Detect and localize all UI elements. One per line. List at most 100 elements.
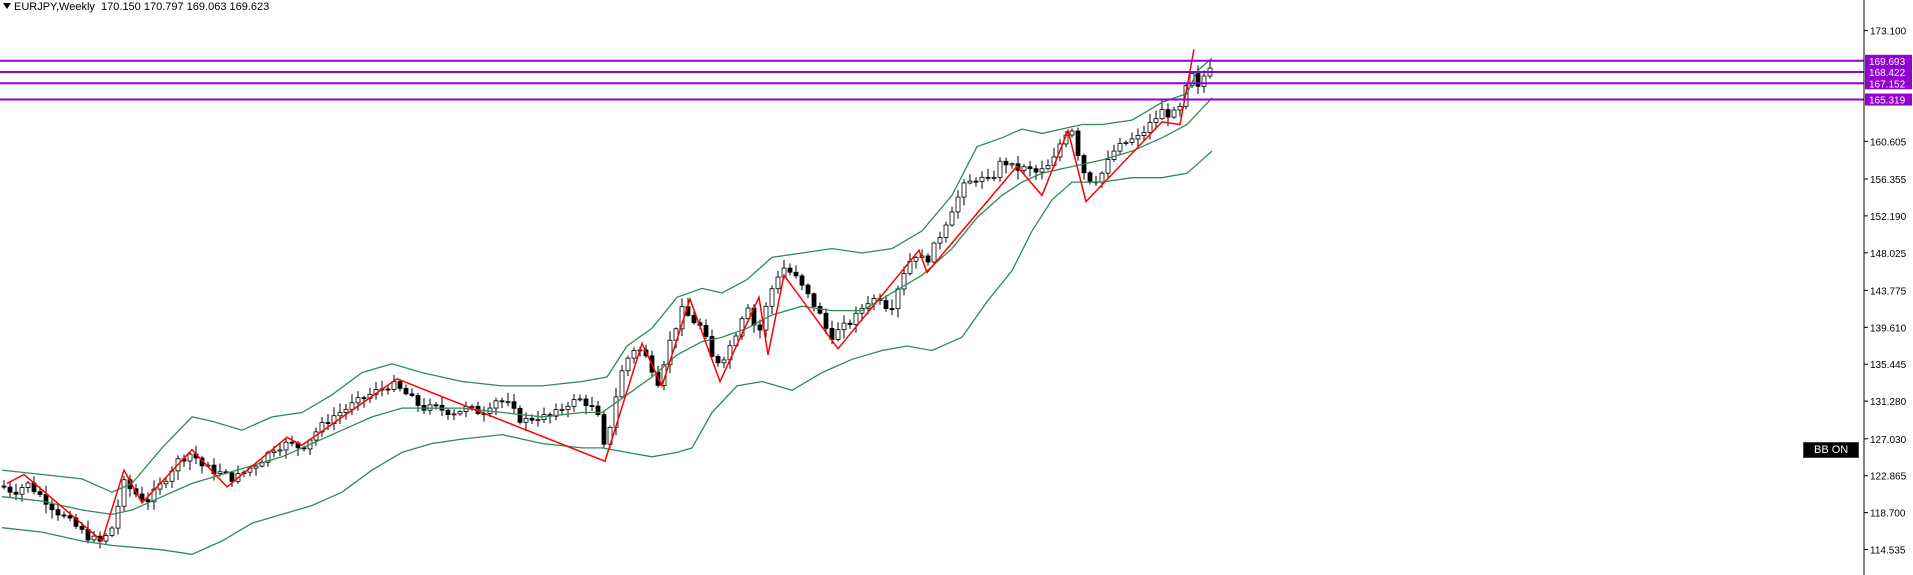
- candle-body: [349, 402, 355, 410]
- chart-background: [0, 0, 1864, 575]
- price-tick-label: 143.775: [1870, 286, 1907, 297]
- candle-body: [973, 180, 979, 183]
- candle: [841, 315, 847, 339]
- candle: [1177, 102, 1183, 117]
- bb-upper-band: [1, 57, 1213, 493]
- candle-body: [583, 398, 589, 407]
- candle-body: [67, 515, 73, 519]
- candle: [289, 435, 295, 447]
- candle: [139, 486, 145, 503]
- candle-body: [1159, 109, 1165, 120]
- candle: [103, 533, 109, 545]
- candle: [385, 384, 391, 395]
- candle: [343, 404, 349, 420]
- candle-body: [1039, 168, 1045, 173]
- price-tick-label: 160.605: [1870, 137, 1907, 148]
- candle-body: [625, 357, 631, 372]
- candle-body: [955, 196, 961, 213]
- price-axis: 173.100 160.605 156.355 152.190 148.025 143.7…: [1863, 0, 1907, 575]
- price-tick-label: 135.445: [1870, 360, 1907, 371]
- candle-body: [37, 491, 43, 495]
- candle: [967, 174, 973, 185]
- candle: [1123, 140, 1129, 146]
- candle-body: [91, 535, 97, 541]
- candle-body: [505, 401, 511, 404]
- candle-body: [1153, 118, 1159, 123]
- candle-body: [1141, 131, 1147, 136]
- candle: [1027, 160, 1033, 177]
- candle: [13, 483, 19, 501]
- candle: [943, 221, 949, 243]
- candle: [1069, 128, 1075, 138]
- candle: [769, 285, 775, 314]
- candle-body: [559, 408, 565, 411]
- candle-body: [985, 176, 991, 179]
- candle: [757, 319, 763, 339]
- candle: [565, 401, 571, 418]
- candle: [775, 270, 781, 294]
- price-tick-label: 152.190: [1870, 212, 1907, 223]
- candle-body: [445, 409, 451, 416]
- candle-body: [847, 322, 853, 325]
- candle-body: [433, 404, 439, 407]
- collapse-triangle-icon[interactable]: [3, 3, 11, 9]
- candle-body: [523, 417, 529, 423]
- price-tick-label: 156.355: [1870, 175, 1907, 186]
- candle-body: [145, 499, 151, 503]
- candle: [847, 319, 853, 329]
- level-label-box: [1865, 66, 1912, 79]
- candle: [349, 394, 355, 415]
- candle: [163, 477, 169, 488]
- level-label: 165.319: [1869, 96, 1906, 107]
- candle-body: [931, 242, 937, 263]
- candle: [445, 407, 451, 420]
- candle: [805, 283, 811, 299]
- candle-body: [499, 400, 505, 403]
- level-label: 169.693: [1869, 57, 1906, 68]
- candle: [1129, 132, 1135, 146]
- candle: [559, 403, 565, 416]
- candle: [889, 299, 895, 315]
- candle: [553, 403, 559, 421]
- candle-body: [517, 407, 523, 423]
- candle-body: [565, 405, 571, 410]
- candle: [1009, 162, 1015, 169]
- candle: [589, 396, 595, 411]
- candle-body: [949, 211, 955, 226]
- candle: [187, 451, 193, 471]
- candle-body: [1009, 163, 1015, 166]
- candle: [901, 266, 907, 296]
- price-tick-label: 122.865: [1870, 472, 1907, 483]
- candle-body: [43, 494, 49, 505]
- candle: [145, 492, 151, 510]
- candle-body: [991, 176, 997, 179]
- candle: [973, 177, 979, 187]
- candle-body: [187, 453, 193, 462]
- candle-body: [511, 401, 517, 409]
- candle-body: [337, 412, 343, 417]
- candle: [577, 394, 583, 402]
- candle: [799, 273, 805, 291]
- candle: [355, 391, 361, 411]
- candle-body: [115, 505, 121, 529]
- candle-body: [937, 237, 943, 244]
- candle: [535, 410, 541, 427]
- candle: [403, 384, 409, 396]
- candle-body: [409, 393, 415, 396]
- candle-body: [457, 411, 463, 415]
- candle: [595, 401, 601, 417]
- candle-body: [691, 314, 697, 324]
- candle: [1105, 150, 1111, 178]
- candle-body: [709, 336, 715, 357]
- candle: [1045, 159, 1051, 171]
- candle-body: [229, 472, 235, 482]
- candle-body: [13, 491, 19, 495]
- candle-body: [571, 399, 577, 407]
- candle: [397, 378, 403, 392]
- candle-body: [277, 449, 283, 452]
- candle: [979, 171, 985, 189]
- candle-body: [883, 300, 889, 309]
- bb-status-badge[interactable]: BB ON: [1803, 442, 1860, 458]
